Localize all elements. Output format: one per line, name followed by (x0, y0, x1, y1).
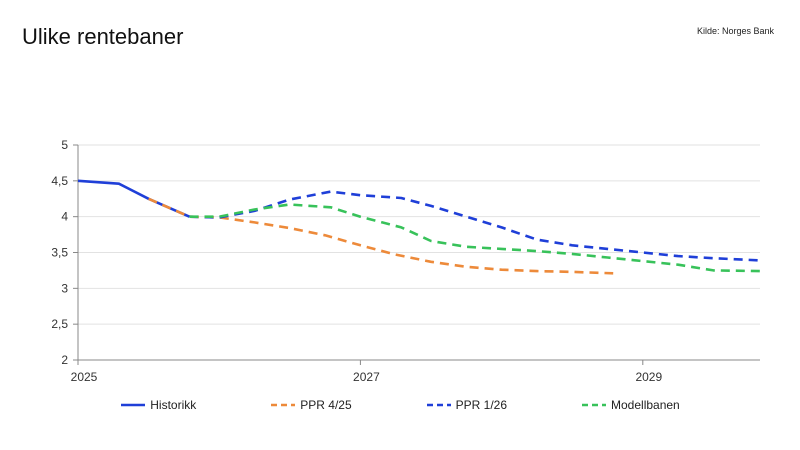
x-tick-label: 2029 (635, 370, 662, 384)
x-axis-ticks: 2025 2027 2029 (71, 360, 662, 384)
x-tick-label: 2027 (353, 370, 380, 384)
y-tick-label: 3,5 (51, 246, 68, 260)
chart-legend: Historikk PPR 4/25 PPR 1/26 Modellbanen (0, 398, 800, 412)
series-line-ppr-4-25 (148, 197, 614, 275)
x-tick-label: 2025 (71, 370, 98, 384)
legend-item: PPR 1/26 (426, 398, 553, 412)
y-tick-label: 4,5 (51, 174, 68, 188)
grid-lines (78, 144, 760, 325)
legend-swatch (426, 403, 451, 407)
series-line-historikk (77, 179, 191, 218)
legend-swatch (582, 403, 607, 407)
y-axis-ticks: 2 2,5 3 3,5 4 4,5 5 (51, 138, 78, 367)
y-tick-label: 2,5 (51, 317, 68, 331)
legend-label: PPR 1/26 (455, 398, 508, 412)
y-tick-label: 2 (61, 353, 68, 367)
series-line-modellbanen (189, 203, 761, 273)
legend-label: Modellbanen (611, 398, 680, 412)
legend-label: PPR 4/25 (300, 398, 352, 412)
source-label: Kilde: Norges Bank (696, 26, 774, 36)
legend-item: PPR 4/25 (270, 398, 397, 412)
legend-item: Modellbanen (581, 398, 680, 412)
y-tick-label: 4 (61, 210, 68, 224)
y-tick-label: 3 (61, 281, 68, 295)
series-line-ppr-1-26 (189, 190, 761, 262)
series-lines (77, 179, 761, 275)
legend-label: Historikk (150, 398, 197, 412)
legend-item: Historikk (120, 398, 242, 412)
chart-title: Ulike rentebaner (22, 24, 184, 49)
y-tick-label: 5 (61, 138, 68, 152)
legend-swatch (271, 403, 296, 407)
legend-swatch (121, 403, 146, 407)
